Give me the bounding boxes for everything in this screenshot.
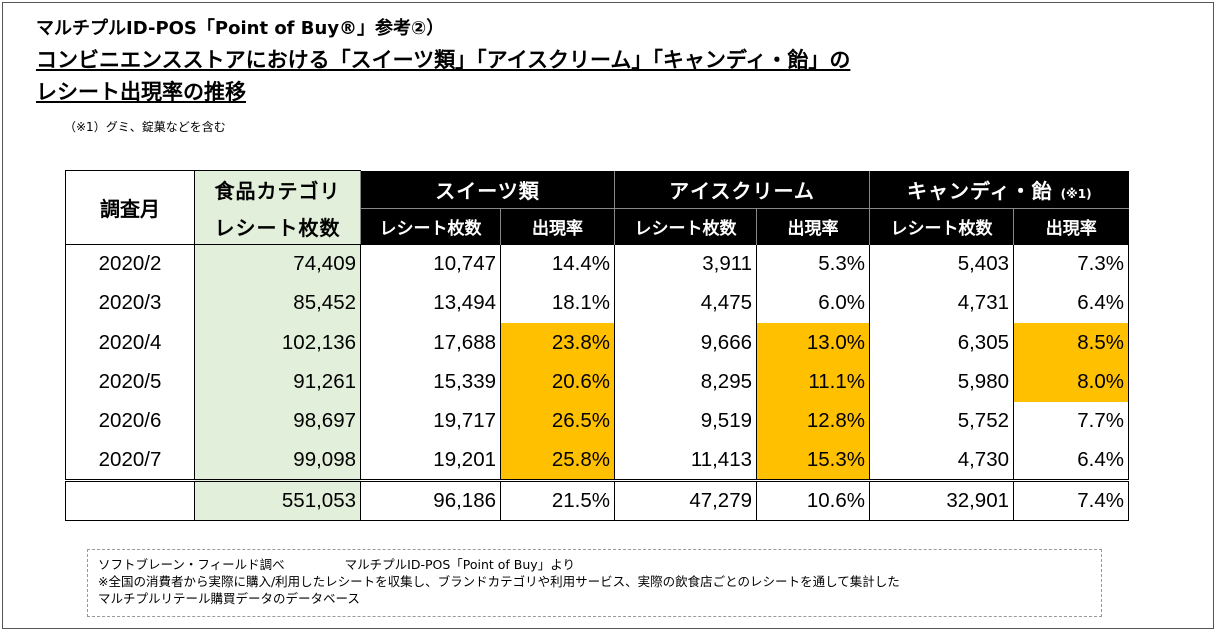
cell-candy-receipts: 5,403 bbox=[869, 244, 1014, 284]
cell-candy-rate: 6.4% bbox=[1013, 283, 1130, 324]
cell-food-receipts: 74,409 bbox=[194, 244, 361, 284]
cell-sweets-receipts: 15,339 bbox=[360, 362, 501, 402]
cell-sweets-receipts: 17,688 bbox=[360, 323, 501, 363]
cell-total-label bbox=[65, 478, 195, 521]
header-food-line2: レシート枚数 bbox=[194, 208, 361, 245]
cell-food-receipts: 98,697 bbox=[194, 401, 361, 441]
cell-sweets-rate: 20.6% bbox=[499, 362, 615, 402]
header-group-ice-cream: アイスクリーム bbox=[614, 170, 870, 209]
sub-header-receipts: レシート枚数 bbox=[614, 208, 757, 245]
cell-food-receipts: 85,452 bbox=[194, 283, 361, 324]
cell-candy-receipts-total: 32,901 bbox=[869, 478, 1014, 521]
cell-food-receipts: 102,136 bbox=[194, 323, 361, 363]
cell-month: 2020/3 bbox=[65, 283, 195, 324]
cell-candy-rate: 8.0% bbox=[1013, 362, 1130, 402]
table-row: 2020/3 85,452 13,494 18.1% 4,475 6.0% 4,… bbox=[65, 283, 1130, 324]
cell-sweets-rate: 25.8% bbox=[499, 440, 615, 481]
cell-ice-receipts-total: 47,279 bbox=[614, 478, 757, 521]
cell-candy-receipts: 4,730 bbox=[869, 440, 1014, 481]
sub-header-rate: 出現率 bbox=[499, 208, 615, 245]
table-row: 2020/5 91,261 15,339 20.6% 8,295 11.1% 5… bbox=[65, 362, 1130, 402]
source-description-line: ※全国の消費者から実際に購入/利用したレシートを収集し、ブランドカテゴリや利用サ… bbox=[98, 574, 900, 589]
title-line-2: レシート出現率の推移 bbox=[36, 80, 246, 104]
cell-candy-rate: 6.4% bbox=[1013, 440, 1130, 481]
header-group-candy: キャンディ・飴 (※1) bbox=[869, 170, 1129, 209]
cell-sweets-receipts-total: 96,186 bbox=[360, 478, 501, 521]
cell-sweets-receipts: 19,201 bbox=[360, 440, 501, 481]
group-label: アイスクリーム bbox=[669, 178, 815, 203]
sub-header-rate: 出現率 bbox=[1013, 208, 1129, 245]
cell-ice-rate: 13.0% bbox=[756, 323, 870, 363]
sub-header-receipts: レシート枚数 bbox=[360, 208, 501, 245]
cell-ice-receipts: 4,475 bbox=[614, 283, 757, 324]
title-line-1: コンビニエンスストアにおける「スイーツ類」「アイスクリーム」「キャンディ・飴」の bbox=[36, 48, 851, 72]
table-row: 2020/6 98,697 19,717 26.5% 9,519 12.8% 5… bbox=[65, 401, 1130, 441]
cell-sweets-receipts: 13,494 bbox=[360, 283, 501, 324]
cell-sweets-receipts: 19,717 bbox=[360, 401, 501, 441]
header-group-sweets: スイーツ類 bbox=[359, 170, 615, 209]
footnote-candy: （※1）グミ、錠菓などを含む bbox=[64, 120, 226, 134]
header-food-line1: 食品カテゴリ bbox=[194, 170, 361, 209]
cell-ice-rate: 5.3% bbox=[756, 244, 870, 284]
cell-sweets-rate: 23.8% bbox=[499, 323, 615, 363]
cell-month: 2020/7 bbox=[65, 440, 195, 481]
cell-month: 2020/2 bbox=[65, 244, 195, 284]
cell-sweets-rate: 26.5% bbox=[499, 401, 615, 441]
cell-food-receipts: 91,261 bbox=[194, 362, 361, 402]
sub-header-rate: 出現率 bbox=[756, 208, 870, 245]
cell-candy-rate: 7.3% bbox=[1013, 244, 1130, 284]
cell-sweets-rate: 14.4% bbox=[499, 244, 615, 284]
cell-ice-receipts: 9,666 bbox=[614, 323, 757, 363]
cell-ice-rate: 6.0% bbox=[756, 283, 870, 324]
cell-candy-rate: 7.7% bbox=[1013, 401, 1130, 441]
source-left: ソフトブレーン・フィールド調べ bbox=[98, 557, 285, 572]
cell-ice-receipts: 3,911 bbox=[614, 244, 757, 284]
source-line: ソフトブレーン・フィールド調べ マルチプルID-POS「Point of Buy」… bbox=[98, 556, 1091, 573]
table-row: 2020/7 99,098 19,201 25.8% 11,413 15.3% … bbox=[65, 440, 1130, 481]
cell-sweets-receipts: 10,747 bbox=[360, 244, 501, 284]
cell-month: 2020/5 bbox=[65, 362, 195, 402]
cell-candy-receipts: 5,980 bbox=[869, 362, 1014, 402]
cell-food-receipts-total: 551,053 bbox=[194, 478, 361, 521]
cell-ice-rate: 11.1% bbox=[756, 362, 870, 402]
cell-sweets-rate-total: 21.5% bbox=[499, 478, 615, 521]
cell-candy-receipts: 4,731 bbox=[869, 283, 1014, 324]
cell-ice-rate: 15.3% bbox=[756, 440, 870, 481]
cell-month: 2020/6 bbox=[65, 401, 195, 441]
cell-ice-receipts: 9,519 bbox=[614, 401, 757, 441]
receipt-rate-table: 調査月 食品カテゴリ スイーツ類 アイスクリーム キャンディ・飴 (※1) レシ… bbox=[65, 170, 1130, 521]
cell-candy-receipts: 5,752 bbox=[869, 401, 1014, 441]
cell-ice-rate-total: 10.6% bbox=[756, 478, 870, 521]
source-right: マルチプルID-POS「Point of Buy」より bbox=[344, 557, 575, 572]
total-row: 551,053 96,186 21.5% 47,279 10.6% 32,901… bbox=[65, 478, 1130, 521]
group-note: (※1) bbox=[1060, 186, 1092, 201]
cell-ice-receipts: 8,295 bbox=[614, 362, 757, 402]
table-row: 2020/2 74,409 10,747 14.4% 3,911 5.3% 5,… bbox=[65, 244, 1130, 284]
cell-ice-rate: 12.8% bbox=[756, 401, 870, 441]
cell-food-receipts: 99,098 bbox=[194, 440, 361, 481]
cell-ice-receipts: 11,413 bbox=[614, 440, 757, 481]
table-row: 2020/4 102,136 17,688 23.8% 9,666 13.0% … bbox=[65, 323, 1130, 363]
source-description-line: マルチプルリテール購買データのデータベース bbox=[98, 591, 360, 606]
cell-candy-rate: 8.5% bbox=[1013, 323, 1130, 363]
group-label: キャンディ・飴 bbox=[906, 178, 1053, 203]
cell-candy-rate-total: 7.4% bbox=[1013, 478, 1130, 521]
cell-sweets-rate: 18.1% bbox=[499, 283, 615, 324]
cell-month: 2020/4 bbox=[65, 323, 195, 363]
sub-header-receipts: レシート枚数 bbox=[869, 208, 1014, 245]
subtitle: マルチプルID-POS「Point of Buy®」参考②） bbox=[36, 18, 445, 39]
header-month: 調査月 bbox=[65, 170, 195, 245]
cell-candy-receipts: 6,305 bbox=[869, 323, 1014, 363]
group-label: スイーツ類 bbox=[435, 178, 540, 203]
source-note-box: ソフトブレーン・フィールド調べ マルチプルID-POS「Point of Buy」… bbox=[87, 549, 1102, 617]
